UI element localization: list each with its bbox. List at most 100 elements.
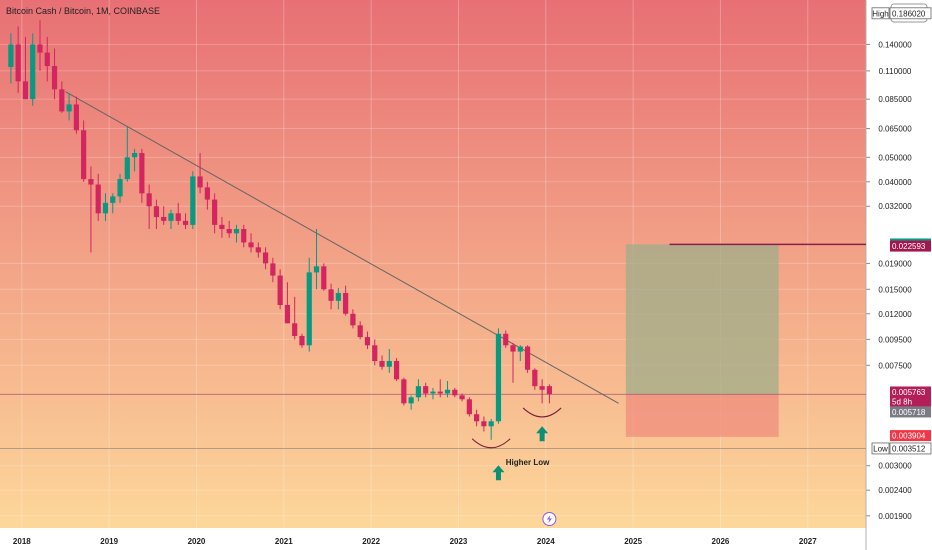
- candle-body: [255, 247, 261, 253]
- price-label-tag: 0.022593: [890, 240, 931, 252]
- candle: [81, 120, 87, 182]
- lightning-bolt-icon: [546, 515, 552, 523]
- candle: [175, 202, 181, 225]
- candle-body: [37, 44, 43, 53]
- candle: [88, 166, 94, 253]
- candle: [15, 26, 21, 93]
- y-tick-label: 0.002400: [878, 486, 912, 495]
- price-label-box: [890, 240, 931, 252]
- candle: [444, 380, 451, 398]
- candle-body: [182, 220, 189, 225]
- candle: [459, 393, 465, 402]
- x-tick-label: 2022: [362, 537, 380, 546]
- y-tick-label: 0.032000: [878, 202, 912, 211]
- candle-body: [364, 337, 371, 346]
- candle-body: [495, 333, 502, 422]
- y-tick-label: 0.140000: [878, 40, 912, 49]
- candle: [292, 296, 298, 340]
- candle-body: [503, 333, 509, 346]
- candle: [430, 387, 436, 400]
- candle-body: [423, 386, 429, 394]
- candle: [212, 193, 218, 234]
- candle-body: [386, 360, 392, 367]
- candle: [386, 349, 392, 373]
- candle-body: [437, 391, 443, 394]
- candle: [219, 217, 225, 238]
- candle-body: [466, 399, 472, 415]
- candle: [328, 283, 334, 310]
- candle: [284, 282, 291, 324]
- candle-body: [459, 395, 465, 400]
- chart-title: Bitcoin Cash / Bitcoin, 1M, COINBASE: [6, 6, 161, 16]
- candle: [488, 418, 494, 440]
- candle: [466, 397, 472, 417]
- price-label-value: 0.003904: [892, 432, 926, 441]
- candle: [350, 309, 356, 329]
- candle-body: [372, 345, 378, 361]
- up-arrow-icon: [492, 465, 505, 481]
- price-label-box: [890, 386, 931, 407]
- x-tick-label: 2024: [537, 537, 555, 546]
- candle-body: [233, 229, 240, 234]
- candle-body: [524, 346, 531, 370]
- candle: [393, 358, 400, 381]
- price-label-value: 0.005718: [892, 408, 926, 417]
- price-label-box: [889, 442, 932, 455]
- price-label-tag-name-box: [871, 7, 890, 20]
- y-tick-label: 0.019000: [878, 259, 912, 268]
- candle: [161, 206, 167, 225]
- candle: [423, 382, 429, 398]
- x-tick-label: 2021: [275, 537, 293, 546]
- candle: [357, 321, 363, 340]
- candle-body: [59, 89, 65, 112]
- y-tick-label: 0.003000: [878, 462, 912, 471]
- candle-body: [102, 202, 109, 214]
- candle: [343, 285, 349, 316]
- x-tick-label: 2023: [450, 537, 468, 546]
- candle: [277, 269, 283, 310]
- candle: [262, 247, 269, 270]
- candle-body: [212, 199, 218, 225]
- candle-body: [81, 130, 87, 180]
- candle: [503, 330, 509, 348]
- candle-body: [401, 379, 407, 404]
- candle: [102, 193, 109, 221]
- candle: [139, 148, 145, 203]
- price-label-tag-name-box: [871, 442, 890, 455]
- candle-body: [248, 242, 254, 248]
- candle-body: [44, 52, 50, 67]
- candle-body: [117, 179, 123, 197]
- price-label-tag: 0.005718: [890, 406, 931, 418]
- candle: [241, 224, 247, 248]
- price-label-value: 0.186020: [892, 9, 926, 18]
- candle-body: [284, 304, 291, 324]
- candle: [524, 345, 531, 373]
- candle: [182, 213, 189, 230]
- candle: [321, 263, 327, 291]
- x-tick-label: 2018: [13, 537, 31, 546]
- profit-zone: [625, 244, 779, 395]
- candle-body: [197, 176, 203, 188]
- price-label-tag-name: Low: [873, 444, 888, 453]
- candle: [110, 193, 116, 214]
- candle-body: [190, 176, 196, 225]
- y-tick-label: 0.001900: [878, 512, 912, 521]
- candle: [37, 19, 43, 71]
- price-label-tag: 0.003904: [890, 430, 931, 442]
- candle-body: [510, 345, 516, 352]
- candle-body: [350, 313, 356, 326]
- candle-body: [452, 389, 458, 396]
- candle-body: [30, 44, 36, 100]
- candle-body: [539, 386, 545, 390]
- time-axis-panel: [0, 528, 866, 550]
- x-tick-label: 2020: [188, 537, 206, 546]
- candle-body: [22, 81, 29, 100]
- candle-body: [444, 389, 451, 394]
- candle: [117, 173, 123, 203]
- candle-body: [219, 224, 225, 230]
- candle: [313, 229, 320, 290]
- candle: [168, 209, 174, 230]
- candle-body: [262, 252, 269, 264]
